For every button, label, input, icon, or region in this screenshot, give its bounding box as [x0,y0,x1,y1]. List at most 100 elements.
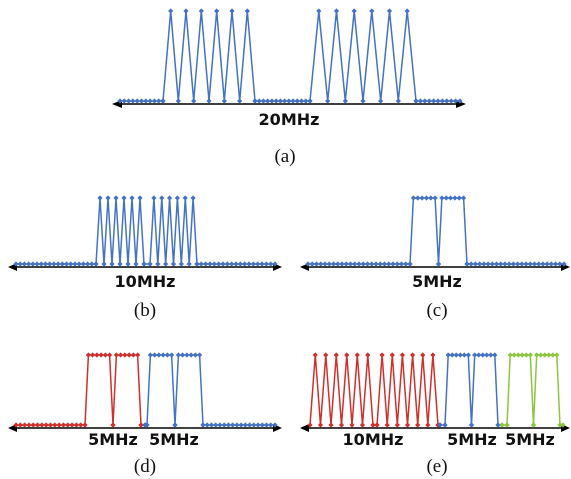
spectrum-marker [129,195,135,201]
spectrum-marker [378,98,384,104]
spectrum-marker [47,422,54,428]
spectrum-marker [198,8,204,14]
spectrum-marker [557,261,563,267]
spectrum-marker [390,261,396,267]
spectrum-marker [156,352,162,358]
spectrum-marker [237,98,243,104]
spectrum-marker [164,352,170,358]
spectrum-marker [457,352,463,358]
panel-d-bandwidth-label-1: 5MHz [88,430,138,449]
spectrum-marker [554,352,560,358]
spectrum-marker [163,261,169,267]
panel-e-spectrum-blue [437,352,505,428]
spectrum-marker [134,98,140,104]
spectrum-marker [432,195,438,201]
spectrum-marker [22,422,28,428]
spectrum-marker [204,422,210,428]
spectrum-marker [268,261,274,267]
spectrum-marker [457,98,463,104]
spectrum-marker [519,261,525,267]
spectrum-marker [420,352,426,358]
spectrum-marker [168,8,174,14]
spectrum-marker [511,352,517,358]
spectrum-marker [359,422,366,428]
spectrum-marker [360,261,366,267]
spectrum-marker [237,261,243,267]
spectrum-marker [178,261,184,267]
spectrum-marker [272,422,278,428]
spectrum-marker [121,195,127,201]
spectrum-marker [309,261,315,267]
spectrum-marker [534,352,540,358]
spectrum-marker [519,352,525,358]
spectrum-marker [191,98,197,104]
panel-a: 20MHz (a) [112,8,466,167]
spectrum-marker [443,195,449,201]
spectrum-marker [265,98,271,104]
spectrum-marker [102,352,108,358]
spectrum-marker [352,261,358,267]
spectrum-marker [47,261,53,267]
spectrum-marker [398,261,405,267]
spectrum-marker [137,195,143,201]
spectrum-marker [80,261,86,267]
spectrum-marker [472,352,478,358]
spectrum-marker [381,261,388,267]
panel-b: 10MHz (b) [8,195,282,321]
spectrum-marker [65,422,71,428]
spectrum-marker [448,98,454,104]
spectrum-marker [307,422,313,428]
spectrum-marker [190,195,196,201]
spectrum-trace [309,354,440,426]
spectrum-marker [498,261,504,267]
spectrum-marker [325,98,331,104]
spectrum-marker [259,261,265,267]
panel-a-bandwidth-label: 20MHz [259,110,320,129]
spectrum-marker [13,422,19,428]
spectrum-marker [548,261,554,267]
spectrum-marker [303,98,309,104]
spectrum-marker [425,422,431,428]
spectrum-marker [447,195,454,201]
spectrum-marker [207,261,213,267]
spectrum-marker [428,195,434,201]
spectrum-marker [333,8,340,14]
spectrum-marker [523,352,529,358]
spectrum-marker [461,352,467,358]
spectrum-marker [399,352,406,358]
spectrum-marker [233,261,239,267]
spectrum-marker [60,422,67,428]
spectrum-marker [217,422,223,428]
spectrum-marker [523,261,529,267]
spectrum-marker [354,352,360,358]
panel-e-bandwidth-label-1: 10MHz [343,430,404,449]
spectrum-marker [426,98,432,104]
spectrum-marker [488,352,494,358]
spectrum-marker [126,352,132,358]
spectrum-marker [89,261,95,267]
spectrum-marker [138,98,145,104]
spectrum-marker [229,261,235,267]
spectrum-marker [242,422,248,428]
spectrum-marker [439,98,445,104]
spectrum-marker [82,422,88,428]
spectrum-marker [480,352,486,358]
spectrum-marker [260,98,267,104]
spectrum-marker [422,98,428,104]
spectrum-marker [477,261,483,267]
spectrum-trace [308,197,564,265]
spectrum-marker [144,422,150,428]
spectrum-marker [34,261,40,267]
spectrum-marker [151,98,157,104]
spectrum-marker [72,261,78,267]
spectrum-marker [156,98,162,104]
spectrum-trace [440,354,502,426]
spectrum-marker [213,422,219,428]
spectrum-marker [59,261,65,267]
spectrum-marker [506,261,512,267]
spectrum-marker [439,195,445,201]
spectrum-marker [502,261,508,267]
spectrum-marker [30,422,36,428]
spectrum-marker [183,8,189,14]
